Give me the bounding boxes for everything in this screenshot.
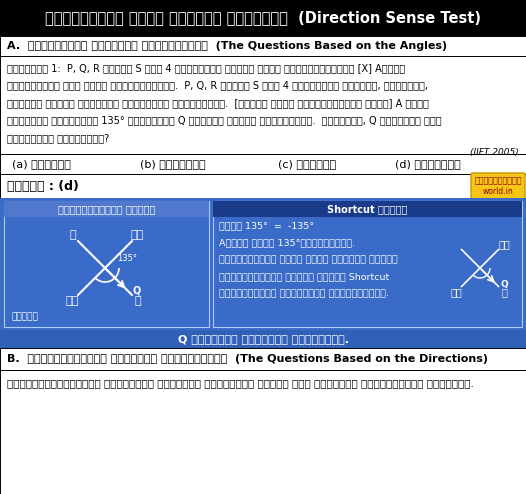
Bar [0, 370, 526, 494]
FancyBboxPatch shape [471, 173, 525, 199]
Text: ಆಗ್ನೇಯ ಮತ್ತು ನೈರುತ್ಯ ದಿಕ್ಕಿಗೆ ಮುಖಮಾಡಿವೆ.  [ಹೆಸರು ಬರೆದ ಕ್ರಮದಲ್ಲಿಯೇ ಅಲ್ಲ] A ರವರು: ಆಗ್ನೇಯ ಮತ್ತು ನೈರುತ್ಯ ದಿಕ್ಕಿಗೆ ಮುಖಮಾಡಿವೆ.… [7, 98, 429, 108]
Text: A.  ಕೋಣಗಳನ್ನು ಆಧರಿಸಿದ ಪ್ರಶ್ನೆಗಳು  (The Questions Based on the Angles): A. ಕೋಣಗಳನ್ನು ಆಧರಿಸಿದ ಪ್ರಶ್ನೆಗಳು (The Que… [7, 41, 447, 51]
Text: (c) ಆಗ್ನೇಯ: (c) ಆಗ್ನೇಯ [278, 159, 336, 169]
Text: Q: Q [133, 286, 141, 295]
Bar [0, 36, 526, 56]
Text: ನೈ: ನೈ [131, 231, 144, 241]
Bar [0, 56, 526, 154]
Text: ವಾ: ವಾ [450, 287, 462, 297]
Text: ಪೂರ್ವಕ್ಕೆ ಮುಖ ಮಾಡಿ ನಿಂತಿದ್ದಾರೆ.  P, Q, R ಮತ್ತು S ಎಂಬ 4 ರಸ್ತೆಗಳು ಈಶಾನ್ಯ, ವಾಯುವ್ಯ,: ಪೂರ್ವಕ್ಕೆ ಮುಖ ಮಾಡಿ ನಿಂತಿದ್ದಾರೆ. P, Q, R … [7, 81, 428, 90]
Text: ನೈ: ನೈ [498, 239, 510, 249]
Text: ಪ: ಪ [501, 287, 507, 297]
Text: ಎಡಕೆ 135°  =  -135°: ಎಡಕೆ 135° = -135° [219, 221, 314, 230]
Text: Aರವರು ಎಡಕೆ 135°ತಿರುಗುವರು.: Aರವರು ಎಡಕೆ 135°ತಿರುಗುವರು. [219, 238, 355, 247]
Text: ಗಡಿಯಾರದ ದಿಕ್ಕಿಗೆ 135° ತಿರುಗಡಾಗ Q ರಸ್ತೆಯ ಕಡೆಗೆ ತಿರುಗುವರು.  ಹಾಗಾದರೆ, Q ರಸ್ತೆಯು ಯಾವ: ಗಡಿಯಾರದ ದಿಕ್ಕಿಗೆ 135° ತಿರುಗಡಾಗ Q ರಸ್ತೆಯ … [7, 116, 442, 125]
Bar [213, 201, 522, 327]
Text: B.  ದಿಕ್ಕುಗಳನ್ನು ಆಧರಿಸಿದ ಪ್ರಶ್ನೆಗಳು  (The Questions Based on the Directions): B. ದಿಕ್ಕುಗಳನ್ನು ಆಧರಿಸಿದ ಪ್ರಶ್ನೆಗಳು (The … [7, 354, 488, 364]
Text: ಈ: ಈ [134, 295, 141, 305]
Bar [4, 201, 209, 327]
Text: (a) ಈಶಾನ್ಯ: (a) ಈಶಾನ್ಯ [12, 159, 71, 169]
Bar [0, 0, 526, 36]
Bar [0, 330, 526, 348]
Bar [4, 201, 209, 217]
Text: Q: Q [501, 281, 509, 289]
Text: ಆ: ಆ [69, 231, 76, 241]
Text: Q ರಸ್ತೆಯು ನೈರುತ್ಯ ಹೋಗುವುದು.: Q ರಸ್ತೆಯು ನೈರುತ್ಯ ಹೋಗುವುದು. [177, 334, 349, 344]
Text: ಪಶ್ಚಿ: ಪಶ್ಚಿ [12, 313, 39, 322]
Text: 135°: 135° [117, 253, 137, 262]
Text: (IIFT 2005): (IIFT 2005) [470, 148, 519, 157]
Text: ವಾ: ವಾ [66, 295, 79, 305]
Text: Shortcut ವಿಧಾನ: Shortcut ವಿಧಾನ [327, 204, 408, 214]
Text: ಪ್ರಶ್ನೆಯಲ್ಲಿರುವ ಪಾತ್ರಗಳು ವಿಭಿನ್ನ ದಿಕ್ಕುಗಳ ಎಡೆಗೆ ಮುಖ ಮಾಡಿರುವ ಪ್ರಶ್ನೆಗಳು ಇವಾಗಿವೆ.: ಪ್ರಶ್ನೆಯಲ್ಲಿರುವ ಪಾತ್ರಗಳು ವಿಭಿನ್ನ ದಿಕ್ಕುಗ… [7, 378, 474, 388]
Text: ವಿಧಾನಗಳಿಗೆ ವ್ಯತ್ಯಾಸ ಇರುವುದಿಲ್ಲ.: ವಿಧಾನಗಳಿಗೆ ವ್ಯತ್ಯಾಸ ಇರುವುದಿಲ್ಲ. [219, 289, 389, 298]
Text: ದಿಶಾಗ್ರಹಣ ಅಥವಾ ದಿಕ್ಕು ಪರೀಕ್ಷೆ  (Direction Sense Test): ದಿಶಾಗ್ರಹಣ ಅಥವಾ ದಿಕ್ಕು ಪರೀಕ್ಷೆ (Direction… [45, 10, 481, 26]
Text: ಸಾಂಪ್ರದಾಯಿಕ ವಿಧಾನ ಮತ್ತು Shortcut: ಸಾಂಪ್ರದಾಯಿಕ ವಿಧಾನ ಮತ್ತು Shortcut [219, 272, 389, 281]
Text: (d) ನೈರುತ್ಯ: (d) ನೈರುತ್ಯ [395, 159, 461, 169]
Text: ಪ್ರಶ್ನಕ್ಕೆ ಒಂದೇ ತರಹದ ಮಾಹಿತಿ ಕೊಟಾಗ: ಪ್ರಶ್ನಕ್ಕೆ ಒಂದೇ ತರಹದ ಮಾಹಿತಿ ಕೊಟಾಗ [219, 255, 398, 264]
Text: ದಿಕ್ಕಿಗೆ ಹೋಗುವುದು?: ದಿಕ್ಕಿಗೆ ಹೋಗುವುದು? [7, 133, 109, 143]
Text: ವಿದ್ಯಾರ್ಥಿ: ವಿದ್ಯಾರ್ಥಿ [474, 176, 522, 186]
Bar [0, 154, 526, 174]
Bar [213, 201, 522, 217]
Text: ಸಾಂಪ್ರದಾಯಿಕ ವಿಧಾನ: ಸಾಂಪ್ರದಾಯಿಕ ವಿಧಾನ [58, 204, 155, 214]
Text: (b) ವಾಯುವ್ಯ: (b) ವಾಯುವ್ಯ [140, 159, 206, 169]
Bar [0, 174, 526, 198]
Text: world.in: world.in [483, 187, 513, 196]
Bar [0, 348, 526, 370]
Bar [0, 198, 526, 330]
Text: ಉತ್ತರ : (d): ಉತ್ತರ : (d) [7, 179, 79, 193]
Text: ಉದಾಹರಣೆ 1:  P, Q, R ಮತ್ತು S ಎಂಬ 4 ರಸ್ತೆಗಳು ಸೇರುವ ಒಂದು ಕ್ಯಾಸ್ಸನಲ್ಲಿ [X] Aರವರು: ಉದಾಹರಣೆ 1: P, Q, R ಮತ್ತು S ಎಂಬ 4 ರಸ್ತೆಗಳ… [7, 63, 405, 73]
